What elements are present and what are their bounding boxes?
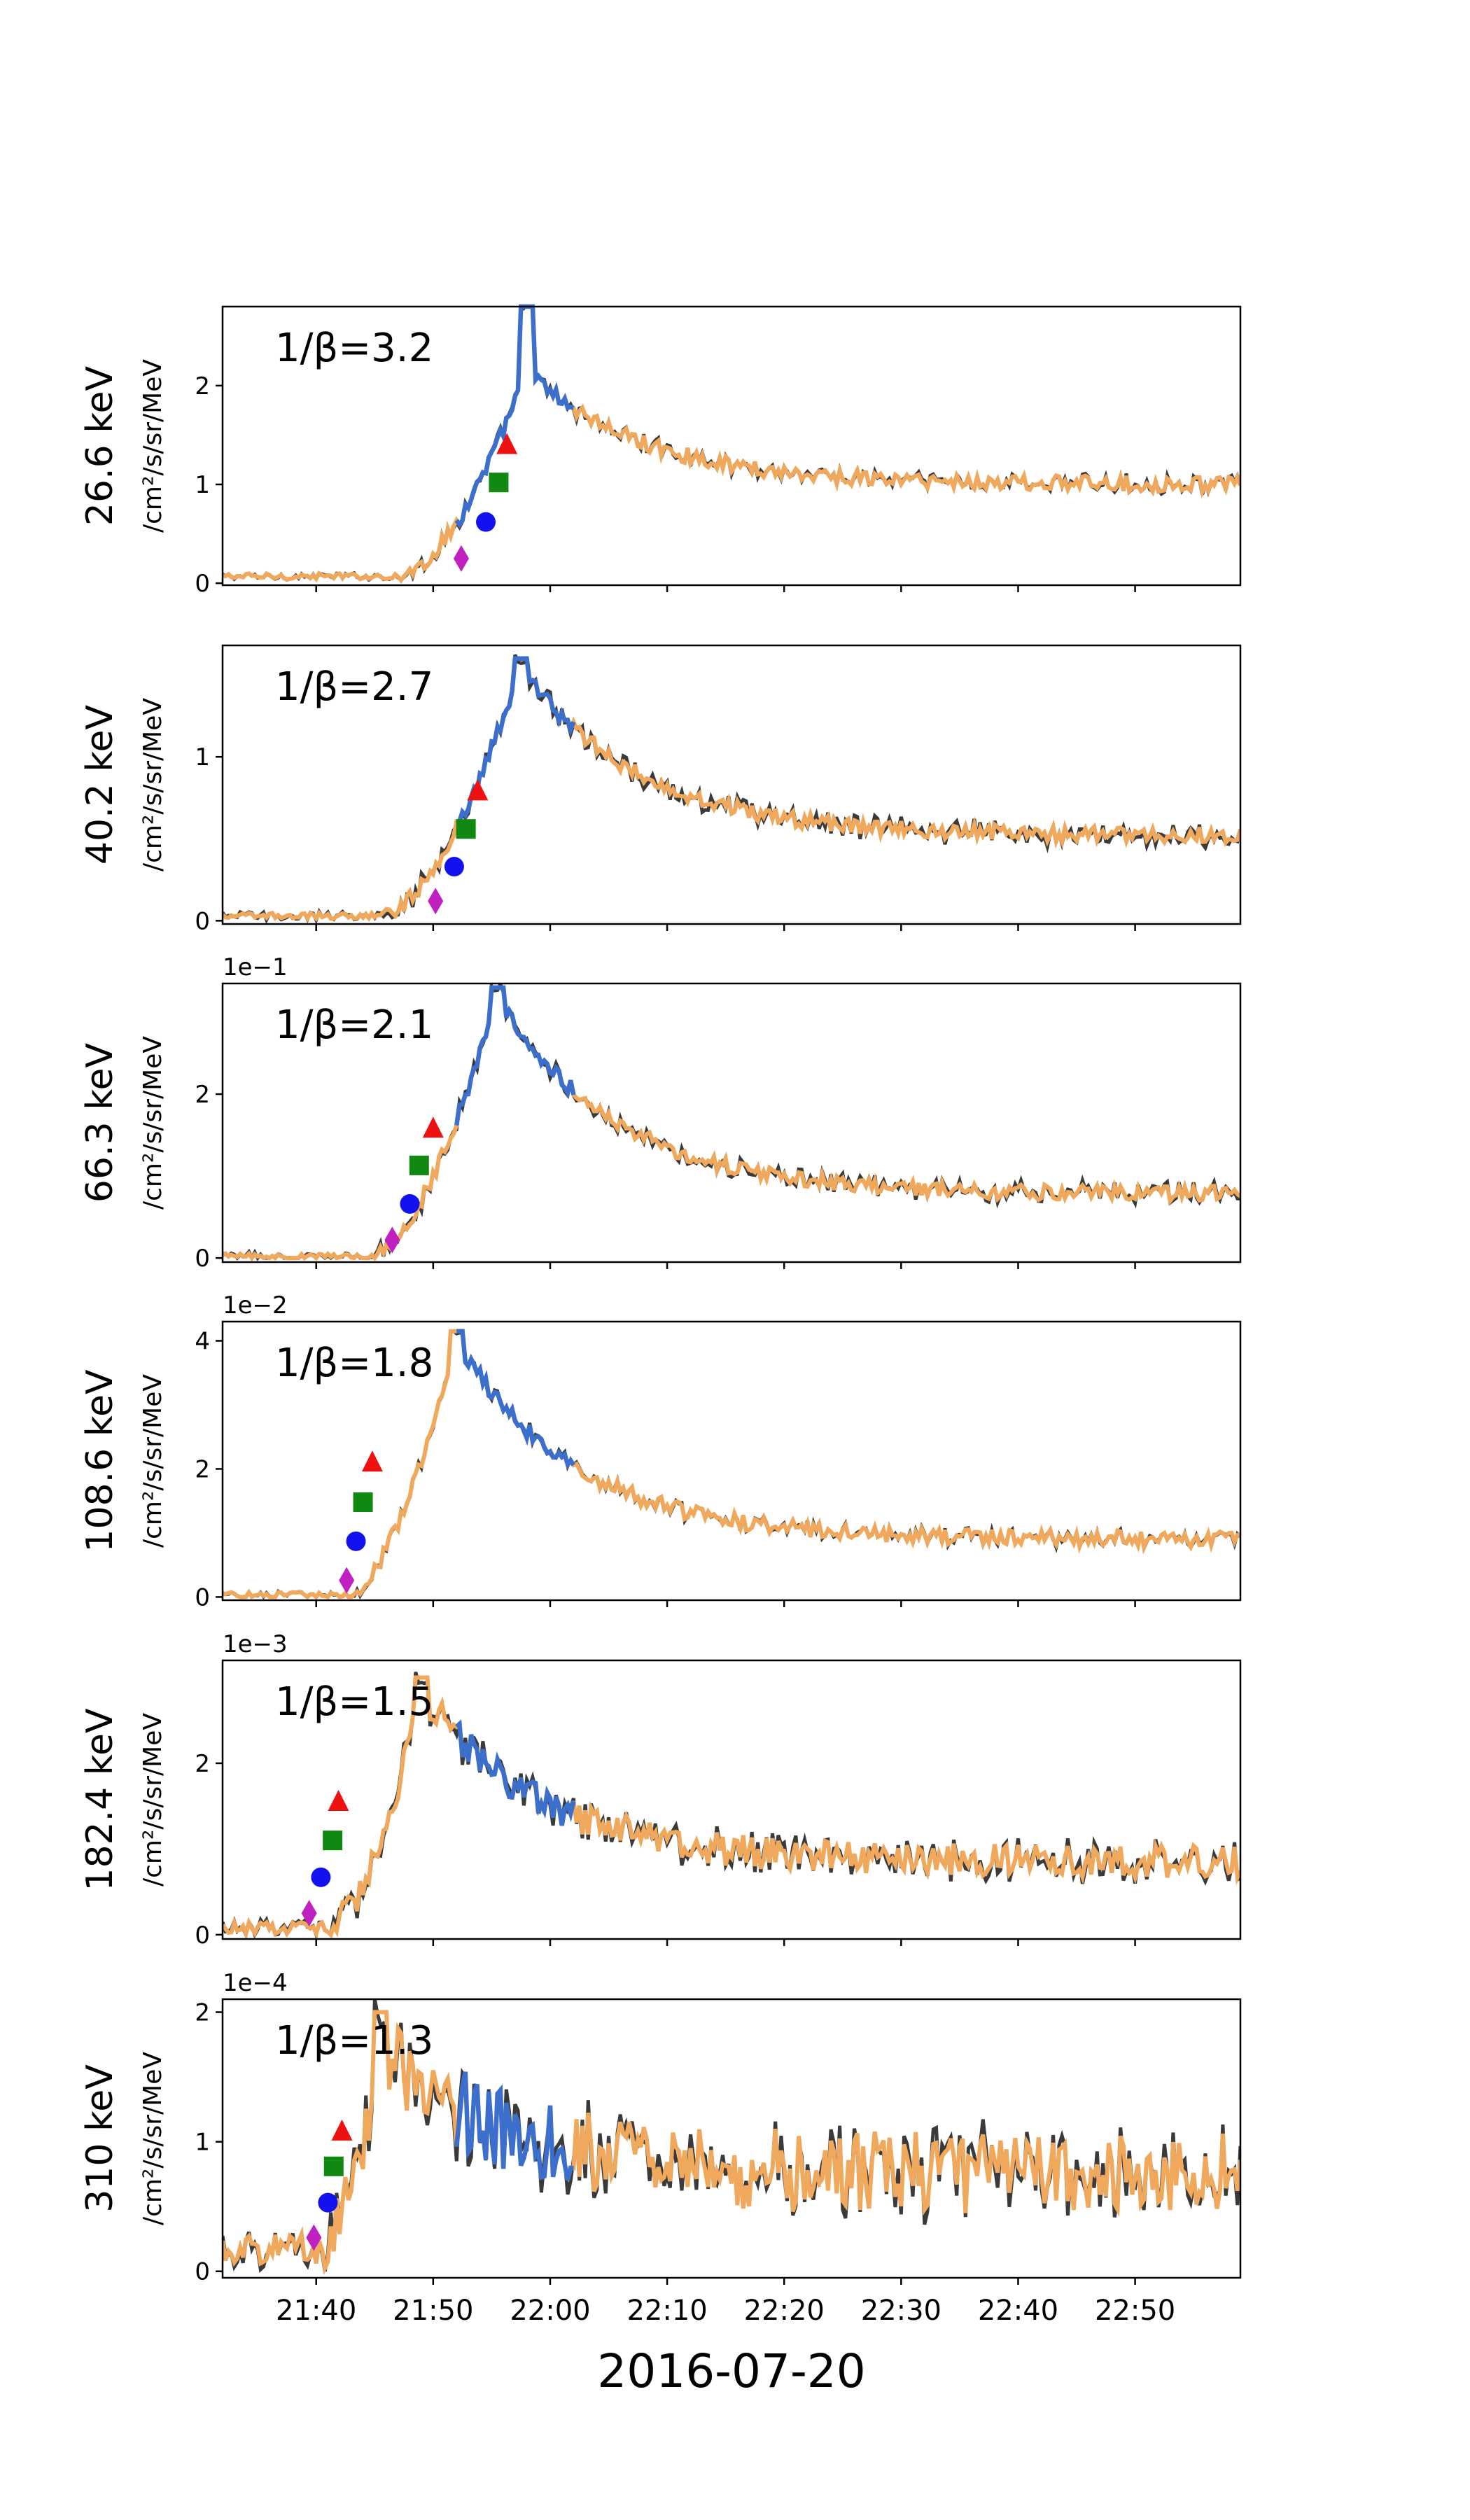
diamond-marker (453, 545, 469, 572)
panel-5: 0 2 1e−3 1/β=1.5 182.4 keV/cm²/s/sr/MeV (79, 1630, 1242, 1949)
square-marker (323, 1830, 343, 1851)
x-tick-label: 22:00 (510, 2295, 590, 2327)
y-tick-label: 0 (195, 1245, 210, 1273)
panel-4: 0 2 4 1e−2 1/β=1.8 108.6 keV/cm²/s/sr/MeV (79, 1292, 1242, 1611)
background-interval-series (455, 1719, 576, 1826)
offset-multiplier: 1e−2 (223, 1292, 288, 1320)
fitted-series (223, 307, 1240, 584)
energy-label: 108.6 keV (79, 1369, 121, 1553)
y-axis-unit-label: /cm²/s/sr/MeV (139, 2052, 167, 2225)
x-tick-label: 22:40 (978, 2295, 1058, 2327)
panel-2: 0 1 1/β=2.7 40.2 keV/cm²/s/sr/MeV (79, 644, 1242, 935)
triangle-marker (361, 1450, 383, 1472)
panel-frame (221, 1659, 1242, 1940)
circle-marker (318, 2192, 338, 2213)
beta-annotation: 1/β=1.8 (275, 1340, 433, 1386)
diamond-marker (428, 888, 444, 915)
background-interval-series (454, 2071, 574, 2181)
square-marker (489, 472, 509, 493)
y-tick-label: 0 (195, 1583, 210, 1611)
y-axis-unit-label: /cm²/s/sr/MeV (139, 698, 167, 872)
panel-frame (221, 1320, 1242, 1602)
y-tick-label: 0 (195, 907, 210, 935)
energy-label: 66.3 keV (79, 1043, 121, 1203)
y-axis-unit-label: /cm²/s/sr/MeV (139, 1713, 167, 1886)
square-marker (409, 1155, 429, 1175)
diamond-marker (306, 2224, 322, 2251)
y-axis-unit-label: /cm²/s/sr/MeV (139, 359, 167, 533)
diamond-marker (339, 1567, 355, 1594)
offset-multiplier: 1e−1 (223, 953, 288, 981)
panel-1: 0 1 2 1/β=3.2 26.6 keV/cm²/s/sr/MeV (79, 304, 1242, 598)
x-tick-label: 22:20 (744, 2295, 825, 2327)
y-tick-label: 1 (195, 743, 210, 771)
beta-annotation: 1/β=2.1 (275, 1002, 433, 1048)
diamond-marker (301, 1900, 317, 1927)
square-marker (323, 2156, 344, 2176)
y-tick-label: 2 (195, 1999, 210, 2027)
panel-6: 0 1 2 1e−4 1/β=1.3 310 keV/cm²/s/sr/MeV (79, 1969, 1242, 2286)
background-interval-series (454, 985, 576, 1126)
panel-frame (221, 305, 1242, 587)
square-marker (456, 819, 476, 839)
y-tick-label: 2 (195, 1750, 210, 1778)
beta-annotation: 1/β=1.5 (275, 1679, 433, 1725)
y-axis-unit-label: /cm²/s/sr/MeV (139, 1374, 167, 1548)
fitted-series (223, 1329, 1240, 1600)
y-tick-label: 2 (195, 1081, 210, 1109)
energy-label: 40.2 keV (79, 705, 121, 865)
circle-marker (476, 512, 496, 532)
circle-marker (444, 857, 464, 877)
offset-multiplier: 1e−3 (223, 1630, 288, 1658)
y-tick-label: 1 (195, 471, 210, 499)
y-axis-unit-label: /cm²/s/sr/MeV (139, 1036, 167, 1210)
y-tick-label: 1 (195, 2129, 210, 2157)
panels-group: 0 1 2 1/β=3.2 26.6 keV/cm²/s/sr/MeV 0 1 1/β=2.7… (79, 304, 1242, 2286)
x-tick-label: 21:40 (276, 2295, 356, 2327)
y-tick-label: 4 (195, 1327, 210, 1355)
energy-label: 26.6 keV (79, 366, 121, 526)
square-marker (353, 1492, 373, 1513)
panel-frame (221, 982, 1242, 1264)
beta-annotation: 1/β=1.3 (275, 2018, 433, 2064)
x-tick-label: 22:50 (1095, 2295, 1175, 2327)
y-tick-label: 0 (195, 1921, 210, 1949)
triangle-marker (331, 2119, 353, 2141)
offset-multiplier: 1e−4 (223, 1969, 288, 1997)
energy-label: 182.4 keV (79, 1708, 121, 1891)
fitted-series (223, 1675, 1240, 1939)
background-interval-series (456, 1329, 576, 1470)
panel-3: 0 2 1e−1 1/β=2.1 66.3 keV/cm²/s/sr/MeV (79, 953, 1242, 1273)
y-tick-label: 2 (195, 372, 210, 400)
beta-annotation: 1/β=2.7 (275, 664, 433, 710)
x-tick-label: 21:50 (393, 2295, 473, 2327)
y-tick-label: 0 (195, 2258, 210, 2286)
triangle-marker (496, 433, 518, 454)
energy-label: 310 keV (79, 2064, 121, 2213)
beta-annotation: 1/β=3.2 (275, 326, 433, 371)
triangle-marker (467, 779, 489, 801)
y-tick-label: 0 (195, 570, 210, 598)
triangle-marker (422, 1116, 444, 1138)
panel-frame (221, 1998, 1242, 2279)
x-axis-label: 2016-07-20 (597, 2344, 866, 2398)
panel-frame (221, 644, 1242, 925)
circle-marker (311, 1867, 331, 1887)
x-tick-label: 22:10 (626, 2295, 707, 2327)
circle-marker (400, 1194, 420, 1214)
fitted-series (223, 2010, 1240, 2276)
x-tick-label: 22:30 (861, 2295, 941, 2327)
triangle-marker (328, 1790, 349, 1812)
fitted-series (223, 656, 1240, 923)
circle-marker (346, 1531, 366, 1551)
diamond-marker (384, 1226, 400, 1254)
x-axis: 21:40 21:50 22:00 22:10 22:20 22:30 22:40 22:50 (276, 2295, 1175, 2327)
y-tick-label: 2 (195, 1455, 210, 1483)
background-interval-series (454, 304, 575, 529)
